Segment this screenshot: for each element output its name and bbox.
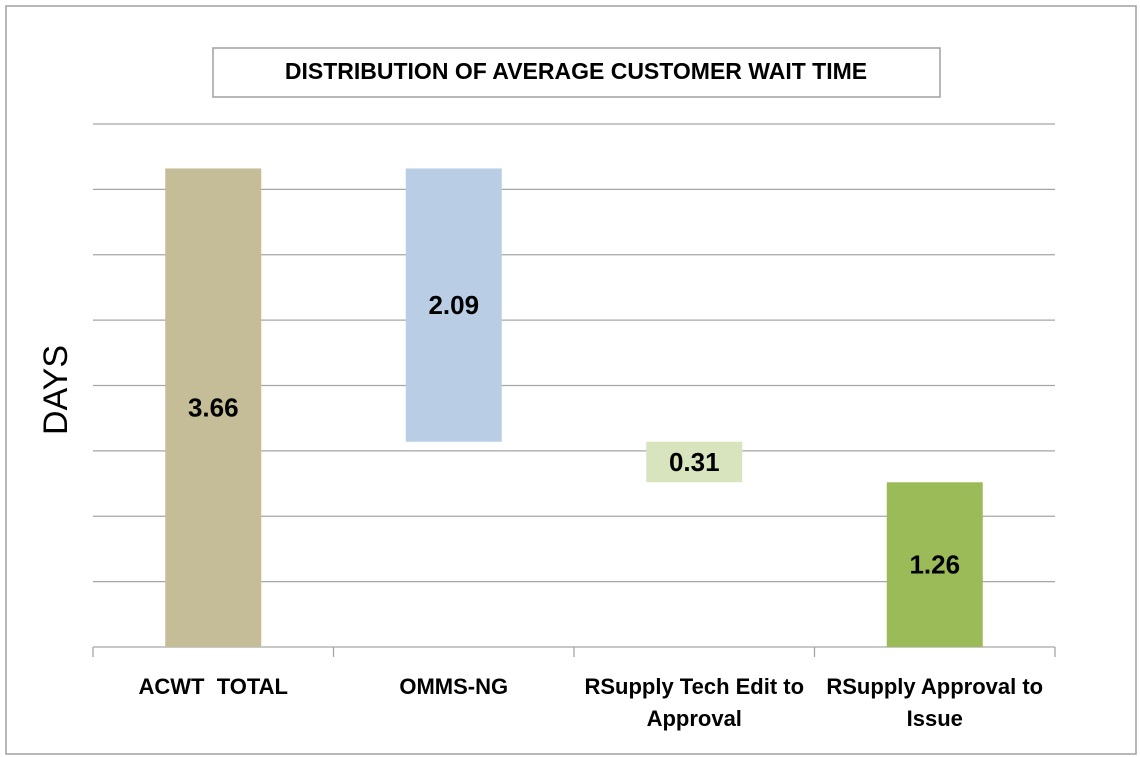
- bar: [405, 168, 502, 442]
- data-label: 3.66: [188, 393, 239, 423]
- data-label: 1.26: [909, 550, 960, 580]
- x-tick-label: RSupply Approval to Issue: [826, 674, 1044, 731]
- y-axis-label: DAYS: [37, 345, 75, 435]
- data-label: 0.31: [669, 447, 720, 477]
- data-label: 2.09: [428, 290, 479, 320]
- bar: [165, 168, 262, 647]
- title-box: [212, 47, 941, 98]
- x-tick-label: OMMS-NG: [399, 674, 509, 699]
- chart-title: DISTRIBUTION OF AVERAGE CUSTOMER WAIT TI…: [285, 58, 867, 84]
- x-tick-label: ACWT TOTAL: [138, 674, 289, 699]
- bar: [646, 441, 743, 483]
- bar: [886, 482, 983, 647]
- x-tick-label: RSupply Tech Edit to Approval: [584, 674, 805, 731]
